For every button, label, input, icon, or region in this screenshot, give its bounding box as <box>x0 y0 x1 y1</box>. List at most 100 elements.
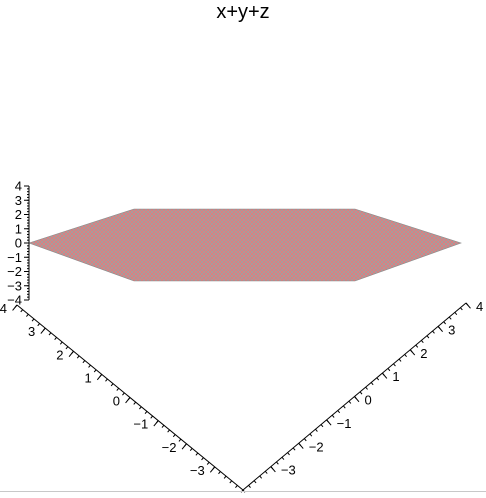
x-axis-minor-tick <box>82 360 86 364</box>
x-axis-tick <box>12 304 18 311</box>
y-axis-minor-tick <box>460 307 463 311</box>
x-axis-tick-label: 4 <box>0 301 7 316</box>
x-axis-minor-tick <box>59 341 63 345</box>
y-axis-tick <box>298 442 304 449</box>
y-axis-minor-tick <box>432 330 435 334</box>
y-axis-minor-tick <box>359 391 363 395</box>
z-axis-tick-label: 3 <box>15 193 22 208</box>
y-axis-minor-tick <box>421 340 424 344</box>
x-axis-minor-tick <box>26 313 29 317</box>
z-axis-tick-label: 4 <box>15 179 22 194</box>
z-axis-tick-label: −3 <box>7 278 22 293</box>
x-axis-tick <box>209 466 216 473</box>
y-axis-minor-tick <box>348 400 352 404</box>
x-axis-minor-tick <box>144 411 148 415</box>
y-axis-minor-tick <box>448 316 452 320</box>
x-axis-minor-tick <box>93 369 97 373</box>
y-axis-minor-tick <box>248 485 251 488</box>
y-axis-tick-label: 4 <box>476 299 483 314</box>
y-axis-minor-tick <box>281 456 285 460</box>
y-axis-minor-tick <box>276 461 279 465</box>
z-axis-tick-label: −2 <box>7 264 22 279</box>
y-axis-minor-tick <box>309 433 313 437</box>
y-axis-minor-tick <box>426 335 430 339</box>
y-axis-minor-tick <box>287 452 290 456</box>
x-axis-tick <box>68 350 74 357</box>
x-axis-tick <box>125 397 131 404</box>
x-axis-minor-tick <box>167 429 170 433</box>
y-axis-tick <box>270 466 276 473</box>
y-axis-minor-tick <box>376 377 380 381</box>
y-axis-minor-tick <box>331 414 335 418</box>
x-axis-minor-tick <box>150 415 153 419</box>
y-axis-minor-tick <box>365 386 368 390</box>
y-axis-minor-tick <box>320 424 324 428</box>
x-axis-minor-tick <box>76 355 80 359</box>
z-axis-tick-label: 2 <box>15 207 22 222</box>
x-axis-minor-tick <box>54 337 57 341</box>
y-axis-minor-tick <box>398 358 402 362</box>
x-axis-tick-label: 3 <box>28 324 35 339</box>
y-axis-minor-tick <box>264 470 268 474</box>
y-axis-minor-tick <box>253 480 257 484</box>
bottom-rule <box>0 491 486 492</box>
x-axis-minor-tick <box>172 434 176 438</box>
y-axis-tick <box>326 419 332 426</box>
y-axis-tick <box>354 396 360 403</box>
y-axis-tick <box>465 302 471 309</box>
x-axis-minor-tick <box>105 378 108 382</box>
x-axis-minor-tick <box>206 461 210 465</box>
y-axis-minor-tick <box>342 405 346 409</box>
x-axis-minor-tick <box>110 383 114 387</box>
z-axis-tick-label: 0 <box>15 236 22 251</box>
x-axis-minor-tick <box>178 438 182 442</box>
x-axis-tick <box>96 374 103 381</box>
x-axis-minor-tick <box>189 448 193 452</box>
x-axis-minor-tick <box>31 318 35 322</box>
x-axis-minor-tick <box>20 309 24 313</box>
x-axis-tick-label: −3 <box>190 463 205 478</box>
x-axis-minor-tick <box>65 346 69 350</box>
x-axis-minor-tick <box>218 471 221 475</box>
x-axis-minor-tick <box>201 457 204 461</box>
x-axis-tick <box>181 443 187 450</box>
x-axis-minor-tick <box>88 364 91 368</box>
x-axis-tick <box>40 327 46 334</box>
x-axis-minor-tick <box>161 424 165 428</box>
y-axis-minor-tick <box>292 447 296 451</box>
x-axis-minor-tick <box>122 392 125 396</box>
x-axis-minor-tick <box>195 452 199 456</box>
y-axis-minor-tick <box>415 344 419 348</box>
y-axis-tick-label: −3 <box>281 463 296 478</box>
x-axis-minor-tick <box>116 387 120 391</box>
y-axis-minor-tick <box>259 475 263 479</box>
y-axis-minor-tick <box>303 438 307 442</box>
surface-mesh <box>28 208 462 282</box>
x-axis-minor-tick <box>133 401 137 405</box>
y-axis-minor-tick <box>387 368 391 372</box>
y-axis-minor-tick <box>337 410 341 414</box>
y-axis-minor-tick <box>404 354 407 358</box>
y-axis-minor-tick <box>393 363 396 367</box>
y-axis-tick-label: 1 <box>392 369 399 384</box>
z-axis-tick-label: −4 <box>7 293 22 308</box>
y-axis-tick-label: 3 <box>448 322 455 337</box>
x-axis-tick-label: 0 <box>113 394 120 409</box>
x-axis-tick <box>153 420 159 427</box>
x-axis-tick-label: −2 <box>162 440 177 455</box>
chart-title: x+y+z <box>216 1 270 23</box>
y-axis-minor-tick <box>370 382 374 386</box>
y-axis-tick <box>437 326 444 333</box>
y-axis-tick-label: −1 <box>337 416 352 431</box>
y-axis-tick-label: 0 <box>365 393 372 408</box>
y-axis-tick <box>381 372 388 379</box>
y-axis-minor-tick <box>454 312 458 315</box>
x-axis-tick-label: 1 <box>85 370 92 385</box>
y-axis-minor-tick <box>443 321 447 325</box>
x-axis-minor-tick <box>229 480 233 484</box>
z-axis-tick-label: 1 <box>15 221 22 236</box>
y-axis-tick-label: −2 <box>309 439 324 454</box>
y-axis-tick-label: 2 <box>420 346 427 361</box>
y-axis-minor-tick <box>315 428 318 432</box>
